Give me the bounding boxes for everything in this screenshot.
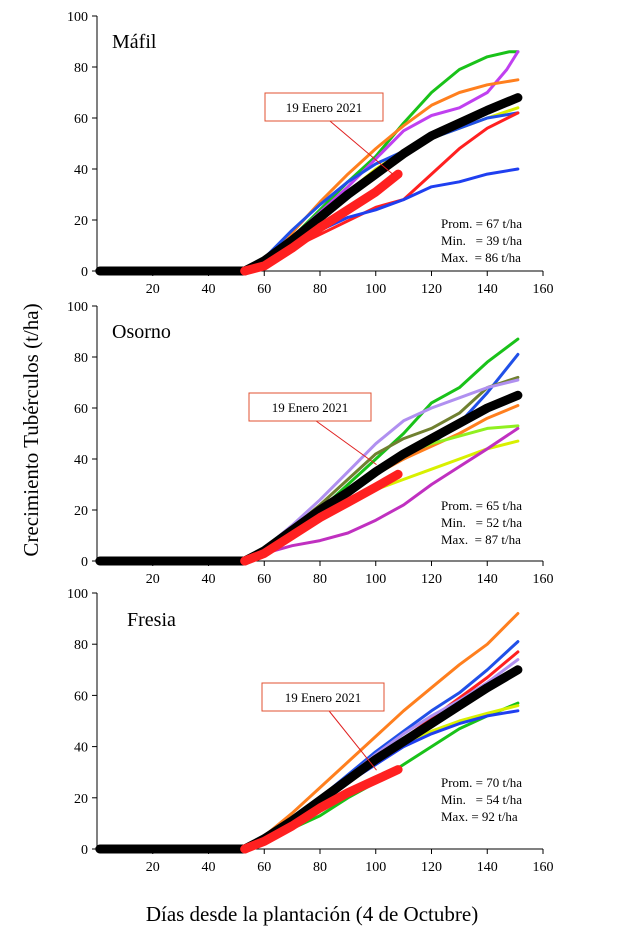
annotation-leader bbox=[329, 120, 394, 176]
panel-title: Máfil bbox=[112, 31, 157, 53]
annotation-box bbox=[261, 682, 385, 712]
y-tick-label: 100 bbox=[67, 587, 88, 602]
x-tick-label: 20 bbox=[146, 860, 160, 875]
annotation-box bbox=[248, 392, 372, 422]
stat-line: Prom. = 67 t/ha bbox=[441, 216, 522, 231]
y-tick-label: 60 bbox=[74, 402, 88, 417]
x-tick-label: 100 bbox=[365, 282, 386, 297]
x-tick-label: 160 bbox=[533, 860, 554, 875]
y-tick-label: 100 bbox=[67, 300, 88, 315]
x-tick-label: 120 bbox=[421, 572, 442, 587]
x-tick-label: 140 bbox=[477, 860, 498, 875]
stat-line: Max. = 86 t/ha bbox=[441, 250, 521, 265]
x-tick-label: 20 bbox=[146, 282, 160, 297]
annotation-text: 19 Enero 2021 bbox=[272, 400, 349, 415]
x-tick-label: 140 bbox=[477, 282, 498, 297]
annotation-leader bbox=[315, 420, 377, 466]
x-tick-label: 120 bbox=[421, 860, 442, 875]
x-tick-label: 120 bbox=[421, 282, 442, 297]
y-tick-label: 60 bbox=[74, 112, 88, 127]
x-tick-label: 40 bbox=[202, 860, 216, 875]
x-tick-label: 80 bbox=[313, 572, 327, 587]
annotation-text: 19 Enero 2021 bbox=[285, 690, 362, 705]
panel-1: 0 20 40 60 80 100 20 40 60 80 100 120 140 160 Máfil 19 … bbox=[67, 10, 554, 297]
x-tick-label: 60 bbox=[257, 572, 271, 587]
y-tick-label: 0 bbox=[81, 843, 88, 858]
panel-3: 0 20 40 60 80 100 20 40 60 80 100 120 140 160 Fresia 19… bbox=[67, 587, 554, 875]
series-line-red bbox=[240, 169, 403, 276]
y-tick-label: 20 bbox=[74, 792, 88, 807]
stat-line: Prom. = 65 t/ha bbox=[441, 498, 522, 513]
y-tick-label: 100 bbox=[67, 10, 88, 25]
y-tick-label: 40 bbox=[74, 163, 88, 178]
x-tick-label: 60 bbox=[257, 860, 271, 875]
series-line-red bbox=[240, 469, 403, 566]
y-tick-label: 0 bbox=[81, 555, 88, 570]
x-tick-label: 40 bbox=[202, 282, 216, 297]
x-tick-label: 60 bbox=[257, 282, 271, 297]
stat-line: Min. = 39 t/ha bbox=[441, 233, 522, 248]
y-tick-label: 0 bbox=[81, 265, 88, 280]
x-tick-label: 80 bbox=[313, 282, 327, 297]
stat-line: Min. = 54 t/ha bbox=[441, 792, 522, 807]
series-line-red bbox=[240, 765, 403, 854]
annotation-leader bbox=[328, 710, 377, 771]
y-tick-label: 80 bbox=[74, 351, 88, 366]
y-tick-label: 20 bbox=[74, 504, 88, 519]
x-tick-label: 140 bbox=[477, 572, 498, 587]
stat-line: Max. = 87 t/ha bbox=[441, 532, 521, 547]
x-tick-label: 40 bbox=[202, 572, 216, 587]
x-tick-label: 20 bbox=[146, 572, 160, 587]
x-axis-label: Días desde la plantación (4 de Octubre) bbox=[146, 902, 478, 926]
annotation-box bbox=[264, 92, 384, 122]
y-tick-label: 40 bbox=[74, 453, 88, 468]
y-tick-label: 20 bbox=[74, 214, 88, 229]
panel-title: Fresia bbox=[127, 609, 176, 631]
y-tick-label: 40 bbox=[74, 741, 88, 756]
x-tick-label: 160 bbox=[533, 572, 554, 587]
x-tick-label: 160 bbox=[533, 282, 554, 297]
chart-panels: 0 20 40 60 80 100 20 40 60 80 100 120 140 160 Máfil 19 … bbox=[67, 10, 554, 875]
panel-2: 0 20 40 60 80 100 20 40 60 80 100 120 140 160 Osorno 19… bbox=[67, 300, 554, 587]
panel-title: Osorno bbox=[112, 321, 171, 343]
stat-line: Prom. = 70 t/ha bbox=[441, 775, 522, 790]
stat-line: Min. = 52 t/ha bbox=[441, 515, 522, 530]
y-tick-label: 80 bbox=[74, 61, 88, 76]
x-tick-label: 100 bbox=[365, 572, 386, 587]
annotation-text: 19 Enero 2021 bbox=[286, 100, 363, 115]
y-tick-label: 80 bbox=[74, 638, 88, 653]
y-tick-label: 60 bbox=[74, 689, 88, 704]
y-axis-label: Crecimiento Tubérculos (t/ha) bbox=[19, 303, 43, 556]
x-tick-label: 100 bbox=[365, 860, 386, 875]
x-tick-label: 80 bbox=[313, 860, 327, 875]
stat-line: Max. = 92 t/ha bbox=[441, 809, 518, 824]
